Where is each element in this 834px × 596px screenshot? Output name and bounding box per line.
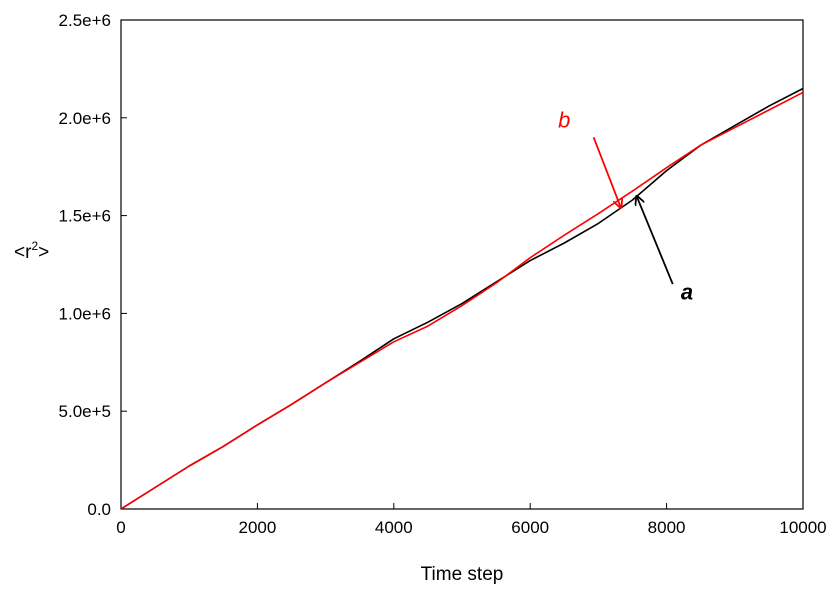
- x-tick-label: 0: [116, 518, 125, 537]
- series-layer: [121, 87, 804, 510]
- y-tick-label: 0.0: [87, 500, 111, 519]
- y-tick-label: 2.5e+6: [59, 11, 111, 30]
- y-axis-title-base: <r: [14, 242, 32, 263]
- y-axis-title-sup: 2: [31, 239, 38, 253]
- ticks-layer: 0 2000 4000 6000 8000 10000 0.0 5.0e+5 1.0e+6 1.5…: [59, 11, 827, 537]
- annotation-arrow-a: [637, 196, 674, 285]
- plot-frame: [120, 19, 804, 510]
- annotation-arrow-b: [592, 137, 621, 207]
- x-tick-label: 6000: [511, 518, 549, 537]
- x-tick-label: 8000: [648, 518, 686, 537]
- series-line-b: [121, 91, 804, 510]
- x-tick-label: 2000: [238, 518, 276, 537]
- y-tick-label: 5.0e+5: [59, 402, 111, 421]
- annotation-layer: ba: [558, 108, 693, 305]
- x-axis-title: Time step: [421, 564, 504, 585]
- annotation-label-a: a: [681, 280, 693, 305]
- annotation-label-b: b: [558, 108, 570, 133]
- x-tick-label: 10000: [779, 518, 826, 537]
- y-tick-label: 1.0e+6: [59, 304, 111, 323]
- y-axis-title: <r2>: [14, 239, 49, 263]
- y-tick-label: 2.0e+6: [59, 109, 111, 128]
- x-tick-label: 4000: [375, 518, 413, 537]
- y-axis-title-close: >: [38, 242, 49, 263]
- y-tick-label: 1.5e+6: [59, 207, 111, 226]
